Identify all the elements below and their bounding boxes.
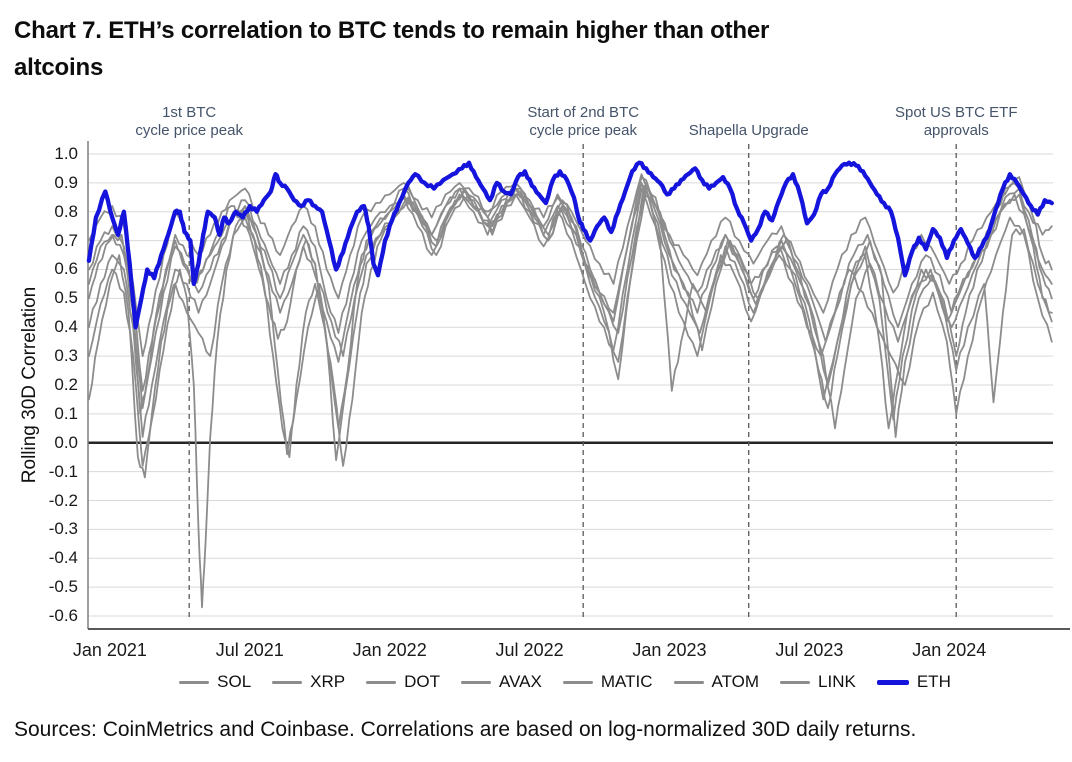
legend-item-matic: MATIC [562, 672, 653, 692]
y-tick-label: 0.9 [54, 172, 78, 192]
event-annotation-start-of-2nd-btc: Start of 2nd BTC cycle price peak [527, 104, 640, 139]
legend-label-sol: SOL [217, 672, 252, 691]
series-line-eth [86, 160, 1054, 330]
y-tick-label: 0.6 [54, 259, 78, 279]
chart-title-line-1: Chart 7. ETH’s correlation to BTC tends … [14, 17, 770, 44]
x-tick-label: Jan 2024 [912, 640, 987, 660]
y-tick-label: 1.0 [54, 143, 78, 163]
chart-legend: SOL XRP DOT AVAX MATIC ATOM LINK ETH [0, 672, 1072, 692]
event-annotation-1st-btc: 1st BTC cycle price peak [135, 104, 243, 139]
x-tick-label: Jan 2021 [72, 640, 147, 660]
y-tick-label: -0.4 [48, 548, 78, 568]
legend-label-xrp: XRP [310, 672, 346, 691]
y-tick-label: 0.3 [54, 346, 78, 366]
legend-label-dot: DOT [404, 672, 441, 691]
y-tick-label: 0.4 [54, 317, 78, 337]
legend-item-xrp: XRP [272, 672, 345, 692]
legend-item-dot: DOT [366, 672, 440, 692]
x-tick-label: Jul 2023 [775, 640, 844, 660]
legend-swatch-matic [562, 680, 593, 684]
series-line-link [88, 184, 1053, 461]
y-tick-label: 0.2 [54, 375, 78, 394]
y-tick-label: 0.0 [54, 432, 78, 452]
event-annotation-spot-us-btc-etf: Spot US BTC ETF approvals [894, 104, 1018, 139]
y-tick-label: -0.2 [48, 490, 78, 510]
legend-label-atom: ATOM [711, 672, 760, 691]
y-tick-label: 0.7 [54, 230, 78, 250]
legend-swatch-link [780, 680, 811, 684]
y-tick-label: -0.1 [48, 461, 78, 481]
series-line-xrp [88, 187, 1053, 609]
source-note: Sources: CoinMetrics and Coinbase. Corre… [14, 718, 917, 741]
y-tick-label: 0.8 [54, 201, 78, 221]
series-line-dot [88, 173, 1053, 357]
legend-item-avax: AVAX [461, 672, 542, 692]
legend-swatch-avax [461, 680, 492, 684]
event-annotation-shapella-upgrade: Shapella Upgrade [688, 122, 809, 139]
legend-label-eth: ETH [916, 672, 951, 691]
legend-swatch-atom [673, 680, 704, 684]
legend-swatch-sol [179, 680, 210, 684]
y-tick-label: 0.5 [54, 288, 78, 308]
legend-item-link: LINK [780, 672, 856, 692]
x-tick-label: Jan 2023 [632, 640, 707, 660]
chart-title-line-2: altcoins [14, 54, 104, 81]
legend-label-avax: AVAX [499, 672, 542, 691]
y-tick-label: 0.1 [54, 403, 78, 423]
legend-swatch-xrp [272, 680, 303, 684]
legend-swatch-dot [366, 680, 397, 684]
y-tick-label: -0.5 [48, 577, 78, 597]
x-tick-label: Jan 2022 [352, 640, 427, 660]
series-line-matic [88, 187, 1053, 467]
legend-swatch-eth [876, 679, 909, 685]
x-tick-label: Jul 2022 [495, 640, 564, 660]
legend-item-sol: SOL [179, 672, 251, 692]
legend-item-atom: ATOM [673, 672, 760, 692]
legend-label-link: LINK [818, 672, 856, 691]
x-tick-label: Jul 2021 [215, 640, 284, 660]
legend-item-eth: ETH [876, 672, 951, 692]
legend-label-matic: MATIC [600, 672, 653, 691]
y-tick-label: -0.6 [48, 606, 78, 625]
y-tick-label: -0.3 [48, 519, 78, 539]
